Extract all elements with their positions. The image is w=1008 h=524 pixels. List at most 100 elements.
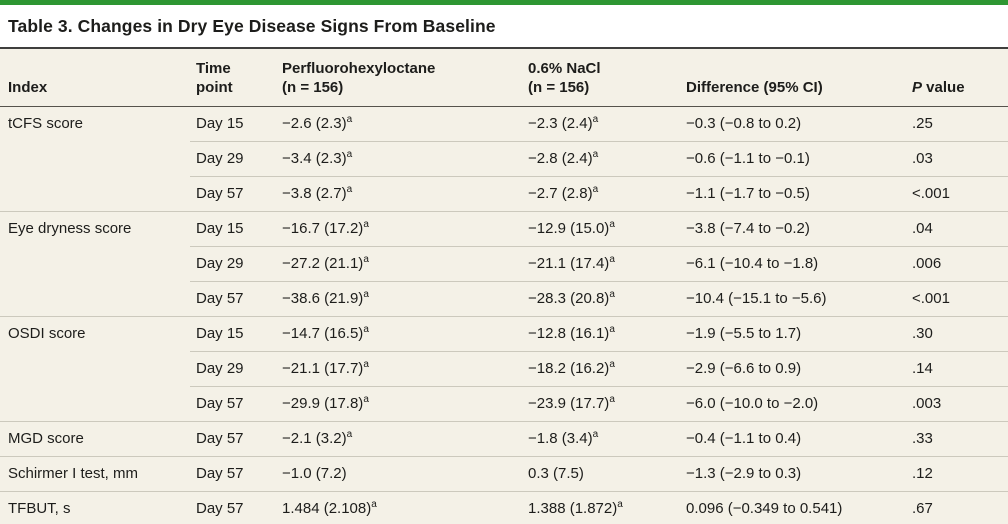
cell-nacl-text: −21.1 (17.4) [528,255,610,272]
cell-pvalue-text: .14 [912,360,933,377]
cell-pvalue-text: <.001 [912,290,950,307]
accent-bar [0,0,1008,5]
footnote-marker: a [363,219,369,230]
cell-difference-text: −2.9 (−6.6 to 0.9) [686,360,802,377]
cell-index-text: TFBUT, s [8,500,71,517]
cell-index-text: Eye dryness score [8,220,132,237]
cell-index: OSDI score [0,316,190,352]
cell-index [0,282,190,317]
cell-perfluorohexyloctane-text: −1.0 (7.2) [282,465,347,482]
cell-perfluorohexyloctane: 1.484 (2.108)a [276,491,522,524]
cell-pvalue-text: .03 [912,150,933,167]
cell-nacl: −18.2 (16.2)a [522,351,680,387]
cell-difference-text: −6.0 (−10.0 to −2.0) [686,395,819,412]
cell-timepoint: Day 57 [190,281,276,317]
cell-pvalue: <.001 [906,176,1008,212]
cell-nacl-text: −2.7 (2.8) [528,185,593,202]
cell-perfluorohexyloctane: −1.0 (7.2) [276,456,522,492]
footnote-marker: a [363,254,369,265]
footnote-marker: a [346,429,353,440]
cell-pvalue: .006 [906,246,1008,282]
cell-nacl: −21.1 (17.4)a [522,246,680,282]
cell-difference-text: −1.1 (−1.7 to −0.5) [686,185,810,202]
cell-nacl: −2.7 (2.8)a [522,176,680,212]
cell-perfluorohexyloctane: −2.6 (2.3)a [276,107,522,142]
cell-difference: −10.4 (−15.1 to −5.6) [680,281,906,317]
cell-difference: −0.4 (−1.1 to 0.4) [680,421,906,457]
cell-difference-text: −1.9 (−5.5 to 1.7) [686,325,802,342]
col-header-nacl: 0.6% NaCl (n = 156) [522,49,680,107]
cell-difference-text: 0.096 (−0.349 to 0.541) [686,500,843,517]
cell-difference: −3.8 (−7.4 to −0.2) [680,211,906,247]
footnote-marker: a [346,114,353,125]
footnote-marker: a [371,499,377,510]
cell-timepoint-text: Day 15 [196,115,244,132]
cell-timepoint-text: Day 29 [196,150,244,167]
cell-index: MGD score [0,421,190,457]
footnote-marker: a [609,394,615,405]
cell-nacl-text: −12.8 (16.1) [528,325,610,342]
cell-timepoint-text: Day 57 [196,500,244,517]
footnote-marker: a [592,184,599,195]
cell-pvalue-text: .12 [912,465,933,482]
cell-nacl: −12.8 (16.1)a [522,316,680,352]
footnote-marker: a [617,499,623,510]
cell-index: TFBUT, s [0,491,190,524]
cell-index [0,387,190,422]
cell-difference-text: −0.6 (−1.1 to −0.1) [686,150,810,167]
cell-index: tCFS score [0,107,190,142]
cell-timepoint: Day 15 [190,211,276,247]
col-header-pvalue: P value [906,49,1008,107]
cell-perfluorohexyloctane-text: 1.484 (2.108) [282,500,372,517]
cell-difference-text: −0.4 (−1.1 to 0.4) [686,430,802,447]
header-row: Index Time point Perfluorohexyloctane (n… [0,49,1008,107]
cell-pvalue-text: .67 [912,500,933,517]
cell-perfluorohexyloctane-text: −14.7 (16.5) [282,325,364,342]
cell-nacl: 1.388 (1.872)a [522,491,680,524]
cell-nacl: −23.9 (17.7)a [522,386,680,422]
footnote-marker: a [609,359,615,370]
cell-perfluorohexyloctane: −38.6 (21.9)a [276,281,522,317]
cell-pvalue-text: .25 [912,115,933,132]
cell-difference: −6.0 (−10.0 to −2.0) [680,386,906,422]
pvalue-rest: value [922,79,965,96]
cell-timepoint-text: Day 57 [196,395,244,412]
cell-difference: 0.096 (−0.349 to 0.541) [680,491,906,524]
cell-perfluorohexyloctane-text: −3.8 (2.7) [282,185,347,202]
cell-index [0,177,190,212]
cell-index-text: Schirmer I test, mm [8,465,139,482]
footnote-marker: a [609,289,615,300]
cell-timepoint: Day 29 [190,351,276,387]
cell-timepoint: Day 29 [190,141,276,177]
cell-timepoint: Day 57 [190,491,276,524]
cell-pvalue-text: .003 [912,395,942,412]
col-header-perfluorohexyloctane: Perfluorohexyloctane (n = 156) [276,49,522,107]
cell-pvalue: .03 [906,141,1008,177]
pvalue-italic-p: P [912,79,923,96]
footnote-marker: a [609,254,615,265]
cell-pvalue-text: <.001 [912,185,950,202]
table-row: MGD score Day 57 −2.1 (3.2)a −1.8 (3.4)a −0.… [0,421,1008,457]
cell-perfluorohexyloctane: −29.9 (17.8)a [276,386,522,422]
cell-timepoint-text: Day 57 [196,465,244,482]
cell-index-text: OSDI score [8,325,86,342]
cell-nacl-text: −12.9 (15.0) [528,220,610,237]
table-row: Day 29 −21.1 (17.7)a −18.2 (16.2)a −2.9 (−6… [0,351,1008,387]
cell-difference: −0.3 (−0.8 to 0.2) [680,107,906,142]
cell-perfluorohexyloctane-text: −29.9 (17.8) [282,395,364,412]
cell-nacl-text: −18.2 (16.2) [528,360,610,377]
cell-perfluorohexyloctane: −2.1 (3.2)a [276,421,522,457]
cell-difference: −1.9 (−5.5 to 1.7) [680,316,906,352]
cell-difference: −1.1 (−1.7 to −0.5) [680,176,906,212]
cell-pvalue-text: .006 [912,255,942,272]
table-row: Schirmer I test, mm Day 57 −1.0 (7.2) 0.3 (… [0,456,1008,492]
table-row: TFBUT, s Day 57 1.484 (2.108)a 1.388 (1.872… [0,491,1008,524]
table-row: Day 29 −3.4 (2.3)a −2.8 (2.4)a −0.6 (−1.1 t… [0,141,1008,177]
cell-difference-text: −10.4 (−15.1 to −5.6) [686,290,827,307]
cell-timepoint: Day 15 [190,316,276,352]
cell-nacl: −2.8 (2.4)a [522,141,680,177]
title-rule [0,47,1008,49]
cell-index-text: MGD score [8,430,84,447]
footnote-marker: a [592,114,599,125]
cell-index [0,247,190,282]
